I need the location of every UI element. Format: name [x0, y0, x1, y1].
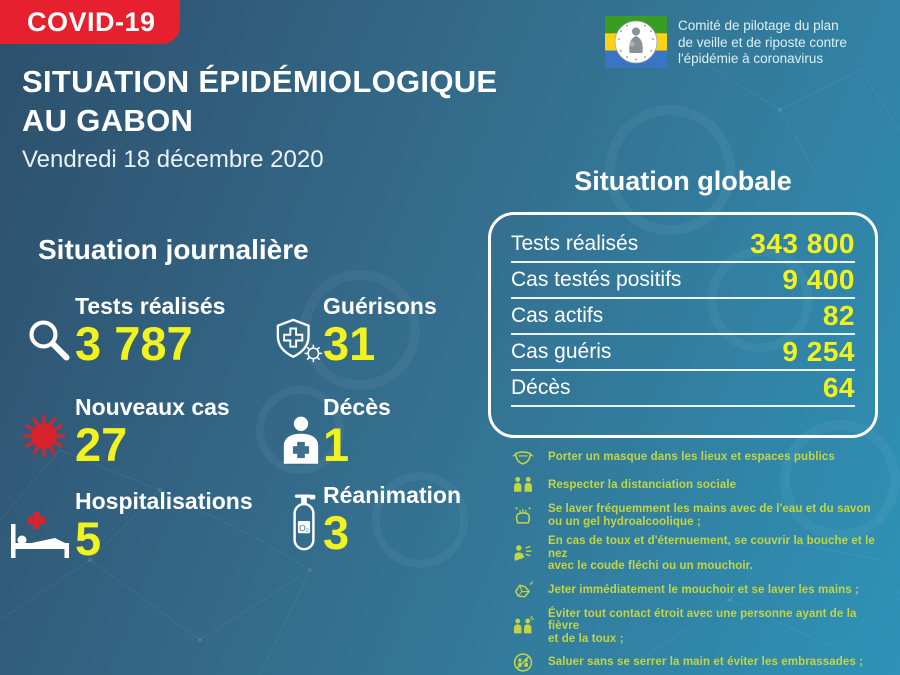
row-tests-value: 343 800	[750, 228, 855, 259]
stat-deaths: Décès 1	[278, 394, 391, 469]
list-item: Jeter immédiatement le mouchoir et se la…	[512, 580, 887, 601]
row-recovered-value: 9 254	[782, 336, 855, 367]
advice-text: Respecter la distanciation sociale	[548, 479, 737, 492]
row-active-value: 82	[822, 300, 855, 331]
table-row: Cas guéris 9 254	[511, 335, 855, 371]
magnifier-icon	[22, 317, 75, 368]
svg-text:O₂: O₂	[299, 523, 309, 533]
global-section-title: Situation globale	[574, 166, 792, 196]
person-icon	[278, 416, 323, 469]
distancing-icon	[514, 476, 532, 492]
virus-icon	[12, 408, 75, 469]
fever-contact-icon	[514, 615, 534, 634]
stat-new-cases: Nouveaux cas 27	[12, 394, 230, 469]
global-stats-table: Tests réalisés 343 800 Cas testés positi…	[488, 212, 878, 438]
stat-hospitalisations-value: 5	[75, 512, 102, 565]
greeting-icon	[513, 653, 533, 672]
list-item: Respecter la distanciation sociale	[512, 475, 887, 496]
hospital-bed-icon	[6, 510, 75, 563]
stat-new-cases-label: Nouveaux cas	[75, 394, 230, 420]
row-positives-label: Cas testés positifs	[511, 268, 682, 291]
advice-text: Jeter immédiatement le mouchoir et se la…	[548, 583, 860, 596]
oxygen-tank-icon: O₂	[284, 490, 323, 557]
stat-recoveries-label: Guérisons	[323, 293, 437, 319]
cough-icon	[514, 545, 532, 562]
advice-text: Porter un masque dans les lieux et espac…	[548, 451, 835, 464]
stat-reanimation-label: Réanimation	[323, 482, 462, 508]
page-title-line2: AU GABON	[22, 103, 194, 138]
row-tests-label: Tests réalisés	[511, 232, 639, 255]
committee-logo-block: Comité de pilotage du plan de veille et …	[605, 16, 847, 68]
row-deaths-value: 64	[822, 372, 855, 403]
table-row: Cas testés positifs 9 400	[511, 263, 855, 299]
stat-tests-value: 3 787	[75, 317, 193, 370]
stat-deaths-label: Décès	[323, 394, 391, 420]
stat-recoveries: Guérisons 31	[272, 293, 437, 368]
row-recovered-label: Cas guéris	[511, 340, 612, 363]
page-header: SITUATION ÉPIDÉMIOLOGIQUE AU GABON Vendr…	[22, 62, 497, 174]
row-active-label: Cas actifs	[511, 304, 604, 327]
shield-cross-icon	[272, 317, 323, 368]
table-row: Tests réalisés 343 800	[511, 227, 855, 263]
gabon-flag-icon	[605, 16, 667, 68]
row-deaths-label: Décès	[511, 376, 571, 399]
report-date: Vendredi 18 décembre 2020	[22, 146, 324, 173]
row-positives-value: 9 400	[782, 264, 855, 295]
covid19-badge-label: COVID-19	[27, 6, 156, 37]
list-item: Se laver fréquemment les mains avec de l…	[512, 503, 887, 528]
advice-list: Porter un masque dans les lieux et espac…	[512, 447, 887, 675]
advice-text: Saluer sans se serrer la main et éviter …	[548, 656, 864, 669]
advice-text: En cas de toux et d'éternuement, se couv…	[548, 535, 875, 572]
advice-text: Se laver fréquemment les mains avec de l…	[548, 503, 871, 528]
list-item: Éviter tout contact étroit avec une pers…	[512, 608, 887, 646]
page-title-line1: SITUATION ÉPIDÉMIOLOGIQUE	[22, 64, 498, 99]
covid19-badge: COVID-19	[0, 0, 180, 44]
stat-reanimation-value: 3	[323, 506, 350, 559]
hand-wash-icon	[515, 507, 531, 524]
stat-hospitalisations: Hospitalisations 5	[6, 488, 253, 563]
advice-text: Éviter tout contact étroit avec une pers…	[548, 607, 857, 645]
stat-reanimation: O₂ Réanimation 3	[284, 482, 461, 557]
list-item: Porter un masque dans les lieux et espac…	[512, 447, 887, 468]
table-row: Cas actifs 82	[511, 299, 855, 335]
table-row: Décès 64	[511, 371, 855, 407]
stat-tests-label: Tests réalisés	[75, 293, 226, 319]
stat-recoveries-value: 31	[323, 317, 376, 370]
list-item: En cas de toux et d'éternuement, se couv…	[512, 535, 887, 573]
stat-deaths-value: 1	[323, 418, 350, 471]
tissue-icon	[514, 580, 534, 598]
committee-caption: Comité de pilotage du plan de veille et …	[678, 18, 847, 66]
daily-section-title: Situation journalière	[38, 234, 309, 265]
stat-tests: Tests réalisés 3 787	[22, 293, 225, 368]
stat-new-cases-value: 27	[75, 418, 128, 471]
stat-hospitalisations-label: Hospitalisations	[75, 488, 253, 514]
list-item: Saluer sans se serrer la main et éviter …	[512, 652, 887, 673]
mask-icon	[512, 451, 534, 465]
